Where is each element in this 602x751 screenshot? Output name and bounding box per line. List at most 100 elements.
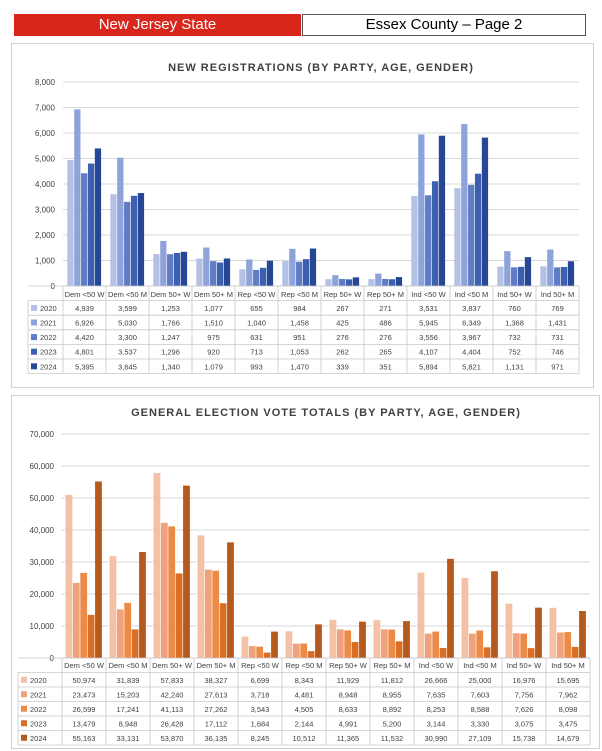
bar [454,188,461,286]
bar [296,261,303,286]
data-label: 1,684 [251,719,270,728]
data-label: 8,588 [471,705,490,714]
bar [307,651,315,658]
data-label: 5,894 [419,362,438,371]
bar [517,266,525,286]
bar [431,181,439,286]
data-label: 17,112 [205,719,227,728]
data-label: 1,053 [290,348,309,357]
category-label: Dem 50+ W [151,290,192,299]
bar [579,611,586,658]
county-page-label: Essex County – Page 2 [302,14,586,36]
data-label: 6,699 [251,676,270,685]
data-label: 41,113 [161,705,183,714]
legend-label: 2020 [40,304,57,313]
bar [527,648,535,658]
bar [289,248,296,286]
data-label: 3,645 [118,362,137,371]
bar [210,261,217,286]
category-label: Ind 50+ W [507,661,542,670]
data-label: 30,990 [425,734,448,743]
data-label: 8,948 [339,690,358,699]
bar [432,631,440,658]
category-label: Rep 50+ W [329,661,368,670]
data-label: 8,343 [295,676,314,685]
category-label: Ind <50 M [463,661,497,670]
bar [160,522,168,658]
data-label: 276 [336,333,349,342]
data-label: 8,098 [559,705,578,714]
bar [351,642,359,658]
category-label: Rep 50+ M [367,290,404,299]
y-tick-label: 20,000 [30,590,55,599]
bar [497,266,504,286]
bar [556,632,564,658]
bar [168,526,176,658]
data-label: 3,599 [118,304,137,313]
bar [173,252,181,286]
y-tick-label: 1,000 [35,257,56,266]
y-tick-label: 2,000 [35,231,56,240]
y-tick-label: 8,000 [35,78,56,87]
category-label: Ind <50 M [455,290,489,299]
legend-swatch [21,676,27,683]
bar [554,267,561,286]
data-label: 1,458 [290,319,309,328]
data-label: 42,240 [161,690,184,699]
y-tick-label: 50,000 [30,494,55,503]
bar [94,148,102,286]
data-label: 769 [551,304,564,313]
bar [411,195,418,286]
bar [197,535,205,658]
data-label: 3,967 [462,333,481,342]
bar [256,646,264,658]
data-label: 1,766 [161,319,180,328]
data-label: 1,077 [204,304,223,313]
bar [80,572,88,658]
category-label: Rep <50 W [238,290,277,299]
bar [292,643,300,658]
data-label: 55,163 [73,734,96,743]
bar [481,137,489,286]
data-label: 3,543 [251,705,270,714]
data-label: 50,974 [73,676,96,685]
bar [339,278,346,286]
category-label: Ind <50 W [419,661,454,670]
new-registrations-svg: NEW REGISTRATIONS (BY PARTY, AGE, GENDER… [27,62,580,375]
data-label: 7,626 [515,705,534,714]
bar [246,259,253,286]
bar [474,173,482,286]
data-label: 655 [250,304,263,313]
y-tick-label: 0 [50,654,55,663]
bar [388,629,396,658]
data-label: 3,556 [419,333,438,342]
data-label: 5,030 [118,319,137,328]
y-tick-label: 4,000 [35,180,56,189]
data-label: 1,296 [161,348,180,357]
data-label: 27,262 [205,705,228,714]
y-tick-label: 70,000 [30,430,55,439]
data-label: 16,976 [513,676,536,685]
bar [418,134,425,286]
bar [547,249,554,286]
bar [203,247,210,286]
data-label: 1,253 [161,304,180,313]
data-label: 27,109 [469,734,492,743]
bar [180,251,188,286]
y-tick-label: 40,000 [30,526,55,535]
y-tick-label: 3,000 [35,206,56,215]
bar [571,646,579,658]
data-label: 11,929 [337,676,359,685]
bar [520,633,528,658]
bar [461,124,468,287]
category-label: Rep 50+ W [324,290,363,299]
chart-title: GENERAL ELECTION VOTE TOTALS (BY PARTY, … [131,407,521,419]
data-label: 25,000 [469,676,492,685]
data-label: 4,505 [295,705,314,714]
data-label: 1,431 [548,319,567,328]
bar [345,279,353,286]
data-label: 4,420 [75,333,94,342]
bar [352,277,360,286]
bar [282,260,289,286]
data-label: 631 [250,333,263,342]
